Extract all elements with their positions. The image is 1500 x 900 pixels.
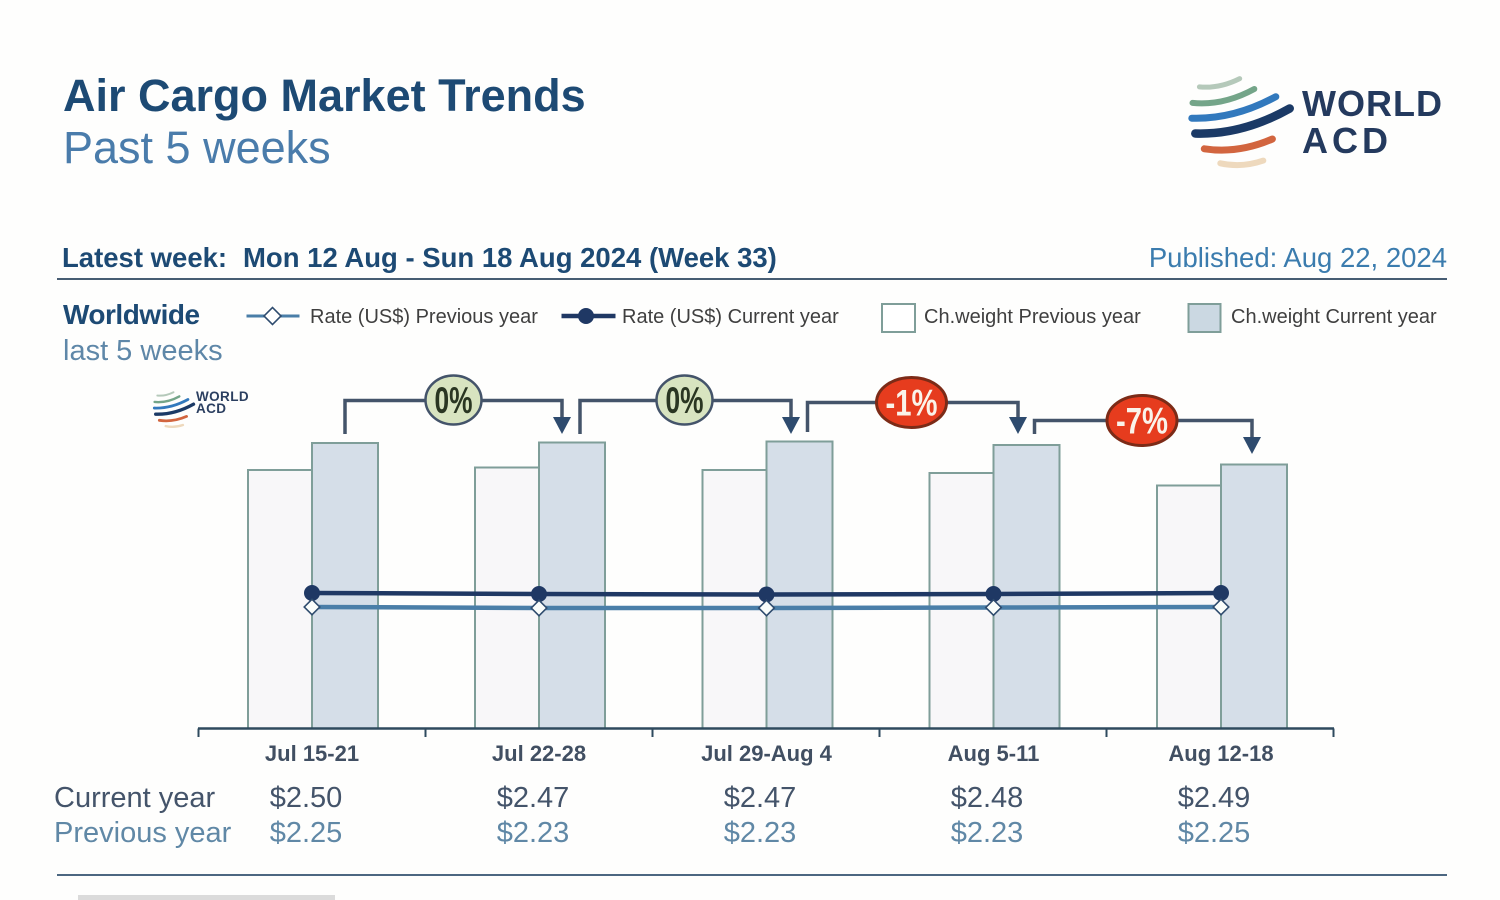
svg-text:0%: 0% [435,380,473,421]
svg-text:-1%: -1% [886,383,938,424]
svg-text:-7%: -7% [1116,401,1168,442]
svg-text:0%: 0% [666,380,704,421]
